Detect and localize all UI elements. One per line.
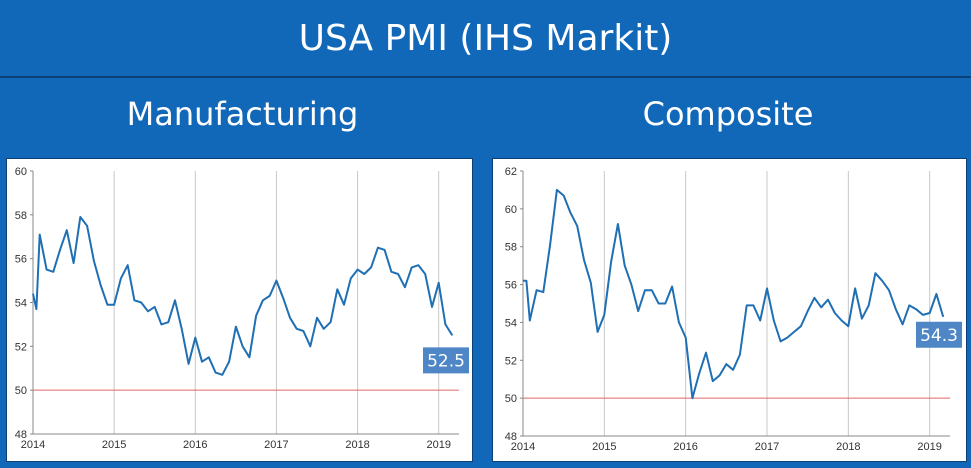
last-value-label: 54.3 <box>920 326 958 346</box>
x-tick-label: 2016 <box>183 439 207 451</box>
y-tick-label: 54 <box>15 298 27 310</box>
y-tick-label: 50 <box>15 385 27 397</box>
x-tick-label: 2014 <box>21 439 45 451</box>
composite-chart-panel: 2014 2015 2016 2017 2018 2019 48 50 52 54 56 58 60 62… <box>492 158 967 462</box>
x-tick-label: 2019 <box>426 439 450 451</box>
manufacturing-chart-panel: 2014 2015 2016 2017 2018 2019 48 50 52 54 56 58 60 52… <box>6 158 473 462</box>
x-tick-label: 2019 <box>917 441 941 453</box>
x-tick-label: 2014 <box>511 441 535 453</box>
last-value-badge <box>423 347 469 374</box>
y-tick-label: 52 <box>505 355 517 367</box>
y-tick-label: 48 <box>505 431 517 443</box>
y-tick-label: 58 <box>505 242 517 254</box>
y-tick-label: 56 <box>505 280 517 292</box>
last-value-badge <box>916 321 962 348</box>
x-tick-label: 2017 <box>755 441 779 453</box>
manufacturing-chart: 2014 2015 2016 2017 2018 2019 48 50 52 54 56 58 60 52… <box>15 166 469 451</box>
x-tick-label: 2016 <box>673 441 697 453</box>
x-tick-label: 2017 <box>264 439 288 451</box>
pmi-series-line <box>523 188 945 400</box>
composite-chart: 2014 2015 2016 2017 2018 2019 48 50 52 54 56 58 60 62… <box>505 166 962 453</box>
y-tick-label: 48 <box>15 429 27 441</box>
pmi-series-line <box>32 216 454 376</box>
x-tick-label: 2015 <box>102 439 126 451</box>
x-tick-label: 2018 <box>345 439 369 451</box>
y-tick-label: 50 <box>505 393 517 405</box>
y-tick-label: 54 <box>505 317 517 329</box>
title-bar: USA PMI (IHS Markit) <box>0 0 971 78</box>
page-title: USA PMI (IHS Markit) <box>298 17 673 59</box>
y-tick-label: 60 <box>505 204 517 216</box>
y-tick-label: 58 <box>15 210 27 222</box>
y-tick-label: 56 <box>15 254 27 266</box>
manufacturing-title: Manufacturing <box>126 95 359 133</box>
y-tick-label: 52 <box>15 341 27 353</box>
x-tick-label: 2015 <box>592 441 616 453</box>
y-tick-label: 60 <box>15 166 27 178</box>
x-tick-label: 2018 <box>836 441 860 453</box>
last-value-label: 52.5 <box>427 351 465 371</box>
y-tick-label: 62 <box>505 166 517 178</box>
composite-title: Composite <box>642 95 814 133</box>
